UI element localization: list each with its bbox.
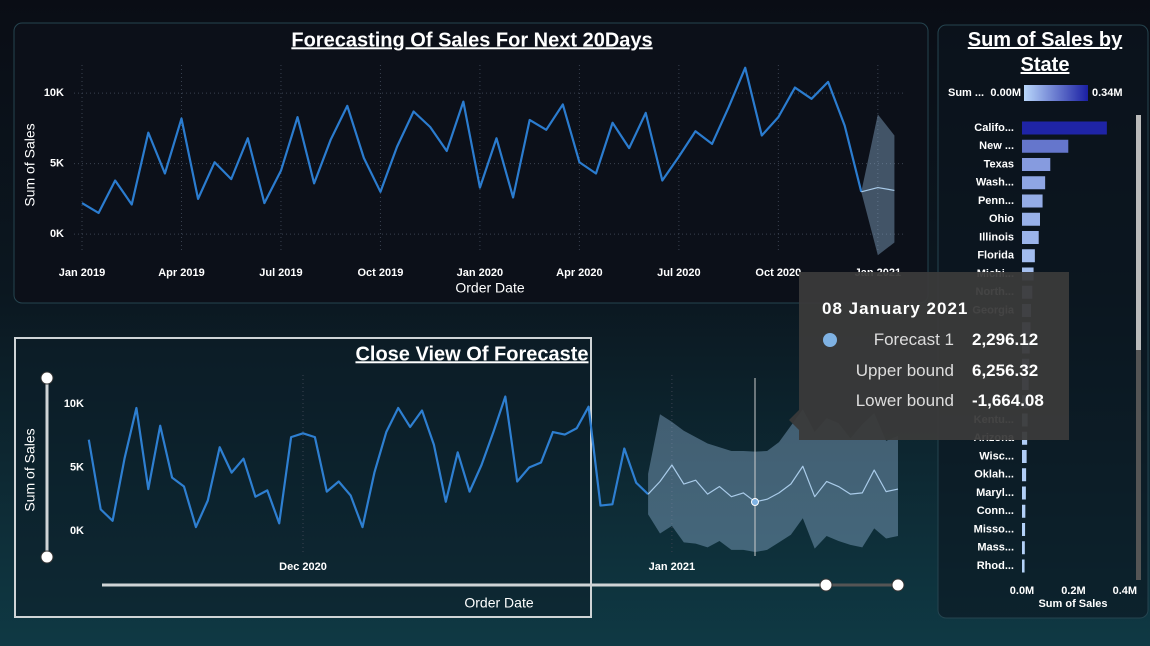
y-tick-label: Califo... xyxy=(974,122,1014,134)
x-tick-label: Dec 2020 xyxy=(279,561,327,573)
bar xyxy=(1022,541,1025,555)
tooltip-value: 6,256.32 xyxy=(972,361,1039,380)
x-tick-label: Jan 2021 xyxy=(649,561,695,573)
bar xyxy=(1022,231,1039,244)
bar xyxy=(1022,139,1069,153)
legend-label: 0.34M xyxy=(1092,87,1123,99)
tooltip-label: Forecast 1 xyxy=(873,330,954,349)
tooltip-arrow xyxy=(789,410,799,430)
y-tick-label: Texas xyxy=(984,158,1014,170)
bar xyxy=(1022,468,1027,482)
x-tick-label: Oct 2019 xyxy=(358,267,404,279)
y-tick-label: 0K xyxy=(50,228,64,240)
bar xyxy=(1022,450,1027,463)
bar xyxy=(1022,249,1035,263)
bar xyxy=(1022,559,1025,573)
tooltip-title: 08 January 2021 xyxy=(822,299,969,318)
y-tick-label: Maryl... xyxy=(976,487,1014,499)
line xyxy=(647,464,899,503)
y-axis-title: Sum of Sales xyxy=(22,123,38,206)
bar xyxy=(1022,158,1051,171)
y-tick-label: Conn... xyxy=(977,505,1014,517)
x-tick-label: Jan 2019 xyxy=(59,267,105,279)
y-tick-label: 10K xyxy=(64,398,84,410)
y-axis-title: Sum of Sales xyxy=(22,428,38,511)
bar xyxy=(1022,504,1026,518)
hover-dot xyxy=(751,498,759,506)
legend-title: Sum ... xyxy=(948,87,984,99)
y-tick-label: Mass... xyxy=(977,542,1014,554)
y-tick-label: Ohio xyxy=(989,213,1014,225)
bar xyxy=(1022,121,1107,135)
tooltip-label: Upper bound xyxy=(855,361,954,380)
y-tick-label: Penn... xyxy=(978,195,1014,207)
x-tick-label: Jan 2020 xyxy=(457,267,503,279)
x-tick-label: Jul 2019 xyxy=(259,267,302,279)
x-tick-label: 0.0M xyxy=(1010,585,1034,597)
chart-title: Close View Of Forecaste xyxy=(355,343,588,365)
x-tick-label: Jul 2020 xyxy=(657,267,700,279)
x-axis-title: Sum of Sales xyxy=(1038,598,1107,610)
tooltip-label: Lower bound xyxy=(855,391,954,410)
y-tick-label: Misso... xyxy=(974,523,1014,535)
line xyxy=(861,186,895,193)
legend-gradient xyxy=(1024,85,1088,101)
y-tick-label: Illinois xyxy=(979,231,1014,243)
x-axis-title: Order Date xyxy=(455,280,524,296)
y-tick-label: 10K xyxy=(44,87,64,99)
tooltip-value: 2,296.12 xyxy=(972,330,1039,349)
bar xyxy=(1022,486,1026,500)
x-tick-label: Apr 2019 xyxy=(158,267,204,279)
panel xyxy=(13,22,929,304)
x-tick-label: 0.2M xyxy=(1061,585,1085,597)
x-tick-label: 0.4M xyxy=(1113,585,1137,597)
legend-label: 0.00M xyxy=(990,87,1021,99)
line xyxy=(81,66,863,215)
scrollbar-thumb[interactable] xyxy=(1136,115,1141,350)
chart-title: Sum of Sales by State xyxy=(967,29,1123,76)
forecast-band xyxy=(648,409,898,553)
bar xyxy=(1022,176,1046,190)
tooltip: 08 January 2021 Forecast 1 2,296.12 Uppe… xyxy=(799,272,1069,440)
slider-handle[interactable] xyxy=(40,550,54,564)
y-tick-label: 5K xyxy=(50,158,64,170)
y-tick-label: Wash... xyxy=(976,177,1014,189)
line xyxy=(87,395,649,529)
y-tick-label: 0K xyxy=(70,525,84,537)
y-tick-label: Oklah... xyxy=(974,469,1014,481)
bar xyxy=(1022,194,1043,208)
y-tick-label: Florida xyxy=(977,250,1015,262)
slider-handle[interactable] xyxy=(40,371,54,385)
y-tick-label: 5K xyxy=(70,461,84,473)
y-tick-label: New ... xyxy=(979,140,1014,152)
x-tick-label: Apr 2020 xyxy=(556,267,602,279)
y-tick-label: Rhod... xyxy=(977,560,1014,572)
tooltip-value: -1,664.08 xyxy=(972,391,1044,410)
forecast-band xyxy=(861,114,895,256)
slider-handle[interactable] xyxy=(819,578,833,592)
slider-handle[interactable] xyxy=(891,578,905,592)
y-tick-label: Wisc... xyxy=(979,450,1014,462)
bar xyxy=(1022,523,1026,536)
bar xyxy=(1022,212,1040,226)
tooltip-swatch xyxy=(823,333,837,347)
panel xyxy=(14,337,592,618)
chart-title: Forecasting Of Sales For Next 20Days xyxy=(291,29,652,51)
x-axis-title: Order Date xyxy=(464,595,533,611)
x-tick-label: Oct 2020 xyxy=(755,267,801,279)
